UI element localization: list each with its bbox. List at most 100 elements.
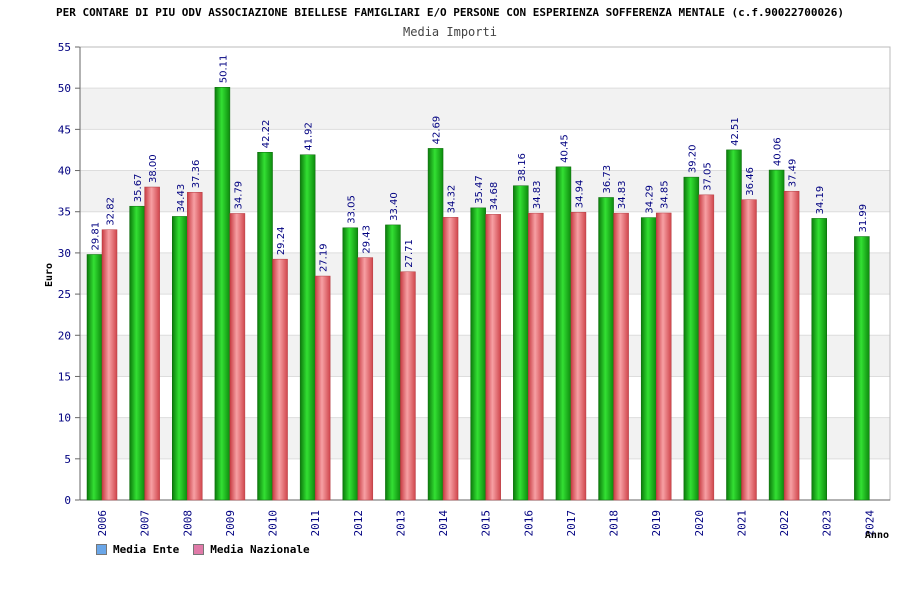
- bar: [342, 227, 359, 501]
- data-label: 34.29: [645, 185, 656, 214]
- y-tick-label: 0: [64, 494, 71, 507]
- x-tick-label: 2007: [139, 510, 152, 537]
- data-label: 37.05: [702, 162, 713, 191]
- x-tick-label: 2009: [224, 510, 237, 537]
- data-label: 35.47: [474, 175, 485, 204]
- bar: [783, 190, 800, 501]
- bar: [272, 258, 288, 501]
- data-label: 34.79: [233, 181, 244, 210]
- data-label: 38.00: [148, 154, 159, 183]
- x-tick-label: 2024: [863, 510, 876, 537]
- data-label: 34.83: [617, 180, 628, 209]
- bar: [570, 211, 587, 501]
- bar: [101, 229, 118, 501]
- y-tick-label: 55: [58, 41, 71, 54]
- y-tick-label: 20: [58, 329, 71, 342]
- bar: [442, 217, 459, 501]
- data-label: 34.43: [176, 184, 187, 213]
- legend-label-media-nazionale: Media Nazionale: [210, 543, 310, 556]
- bar: [811, 218, 827, 501]
- bar: [555, 166, 572, 501]
- bar: [187, 192, 203, 501]
- chart-legend: Media Ente Media Nazionale: [96, 543, 310, 556]
- bar: [400, 271, 416, 501]
- chart-subtitle: Media Importi: [403, 25, 497, 39]
- data-label: 32.82: [106, 197, 117, 226]
- grid-band: [80, 47, 890, 89]
- y-tick-label: 5: [64, 453, 71, 466]
- bar: [613, 212, 629, 501]
- data-label: 38.16: [517, 153, 528, 182]
- bar: [299, 154, 316, 501]
- x-tick-label: 2011: [309, 510, 322, 537]
- y-tick-label: 10: [58, 412, 71, 425]
- bar: [427, 148, 444, 501]
- x-tick-label: 2015: [480, 510, 493, 537]
- y-tick-label: 50: [58, 82, 71, 95]
- bar: [768, 169, 785, 501]
- bar: [640, 217, 657, 501]
- x-tick-label: 2006: [96, 510, 109, 537]
- x-axis-title: Anno: [865, 530, 889, 541]
- bar: [598, 197, 614, 501]
- data-label: 34.85: [660, 180, 671, 209]
- bar: [655, 212, 672, 501]
- x-tick-label: 2022: [778, 510, 791, 537]
- x-tick-label: 2013: [394, 510, 407, 537]
- data-label: 34.83: [532, 180, 543, 209]
- data-label: 29.81: [91, 222, 102, 251]
- bar: [229, 213, 246, 501]
- x-tick-label: 2023: [821, 510, 834, 537]
- bar: [726, 149, 742, 501]
- y-tick-label: 25: [58, 288, 71, 301]
- x-tick-label: 2019: [650, 510, 663, 537]
- data-label: 39.20: [687, 144, 698, 173]
- legend-label-media-ente: Media Ente: [113, 543, 180, 556]
- x-tick-label: 2016: [522, 510, 535, 537]
- bar: [741, 199, 757, 501]
- bar: [683, 176, 700, 501]
- bar: [129, 205, 145, 501]
- bar: [257, 152, 273, 501]
- data-label: 27.71: [404, 239, 415, 268]
- data-label: 34.32: [447, 185, 458, 214]
- data-label: 50.11: [218, 55, 229, 84]
- y-tick-label: 30: [58, 247, 71, 260]
- legend-swatch-media-nazionale: [193, 544, 205, 555]
- data-label: 33.40: [389, 192, 400, 221]
- y-tick-label: 35: [58, 206, 71, 219]
- data-label: 31.99: [858, 204, 869, 233]
- y-axis-title: Euro: [44, 263, 55, 287]
- bar: [86, 254, 103, 501]
- bar: [854, 236, 870, 501]
- data-label: 29.24: [276, 227, 287, 256]
- y-tick-label: 15: [58, 370, 71, 383]
- x-tick-label: 2010: [267, 510, 280, 537]
- data-label: 34.94: [574, 180, 585, 209]
- bar: [698, 194, 715, 501]
- data-label: 34.19: [815, 186, 826, 215]
- data-label: 35.67: [133, 174, 144, 203]
- x-tick-label: 2008: [181, 510, 194, 537]
- bar: [357, 257, 374, 501]
- x-tick-label: 2014: [437, 510, 450, 537]
- y-tick-label: 45: [58, 123, 71, 136]
- data-label: 40.45: [559, 134, 570, 163]
- data-label: 42.69: [432, 116, 443, 145]
- bar: [385, 224, 401, 501]
- x-tick-label: 2020: [693, 510, 706, 537]
- data-label: 29.43: [361, 225, 372, 254]
- x-tick-label: 2017: [565, 510, 578, 537]
- bar: [214, 87, 231, 501]
- bar: [172, 216, 188, 501]
- bar: [144, 186, 160, 501]
- data-label: 36.73: [602, 165, 613, 194]
- legend-item-media-ente: Media Ente: [96, 543, 179, 556]
- data-label: 34.68: [489, 182, 500, 211]
- legend-item-media-nazionale: Media Nazionale: [193, 543, 310, 556]
- data-label: 27.19: [319, 243, 330, 272]
- data-label: 42.51: [730, 117, 741, 146]
- data-label: 40.06: [773, 137, 784, 166]
- data-label: 41.92: [304, 122, 315, 151]
